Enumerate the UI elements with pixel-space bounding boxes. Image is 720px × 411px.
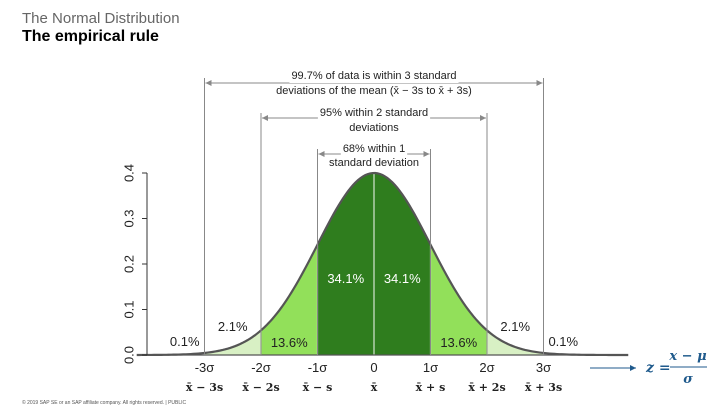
x-tick-sample-label: x̄ bbox=[371, 381, 378, 394]
region-percent-label: 13.6% bbox=[440, 335, 477, 350]
region-area-5 bbox=[487, 330, 544, 355]
z-formula-denominator: σ bbox=[683, 372, 693, 387]
x-tick-sigma-label: 0 bbox=[370, 360, 377, 375]
x-tick-sample-label: x̄ + 3s bbox=[525, 381, 562, 394]
region-area-2 bbox=[317, 173, 374, 355]
region-percent-label: 2.1% bbox=[218, 319, 248, 334]
interval-label-line2: deviations bbox=[349, 122, 399, 134]
y-tick-label: 0.4 bbox=[122, 164, 137, 182]
region-area-0 bbox=[204, 330, 261, 355]
x-tick-sigma-label: -3σ bbox=[195, 360, 215, 375]
x-tick-sample-label: x̄ − 3s bbox=[186, 381, 223, 394]
z-formula-lhs: z = bbox=[645, 360, 671, 376]
x-tick-sample-label: x̄ + s bbox=[416, 381, 446, 394]
page-subtitle: The Normal Distribution bbox=[22, 10, 180, 27]
interval-label-line2: deviations of the mean (x̄ − 3s to x̄ + … bbox=[276, 85, 472, 97]
right-tail-percent-label: 0.1% bbox=[548, 334, 578, 349]
interval-label-bg bbox=[340, 142, 408, 156]
left-tail-percent-label: 0.1% bbox=[170, 334, 200, 349]
x-tick-sigma-label: 1σ bbox=[423, 360, 438, 375]
y-tick-label: 0.2 bbox=[122, 255, 137, 273]
x-tick-sample-label: x̄ − s bbox=[303, 381, 333, 394]
x-tick-sigma-label: 2σ bbox=[479, 360, 494, 375]
density-curve bbox=[136, 171, 629, 357]
page-title: The empirical rule bbox=[22, 28, 159, 45]
interval-label-bg bbox=[317, 106, 431, 120]
x-tick-sample-label: x̄ + 2s bbox=[468, 381, 505, 394]
x-tick-sample-label: x̄ − 2s bbox=[242, 381, 279, 394]
x-tick-sigma-label: -2σ bbox=[251, 360, 271, 375]
region-percent-label: 34.1% bbox=[384, 271, 421, 286]
region-percent-label: 34.1% bbox=[327, 271, 364, 286]
y-tick-label: 0.0 bbox=[122, 346, 137, 364]
x-tick-sigma-label: -1σ bbox=[308, 360, 328, 375]
region-percent-label: 13.6% bbox=[271, 335, 308, 350]
region-percent-label: 2.1% bbox=[500, 319, 530, 334]
interval-label-line2: standard deviation bbox=[329, 157, 419, 169]
z-formula-numerator: x − μ bbox=[668, 349, 707, 364]
region-area-3 bbox=[374, 173, 431, 355]
copyright-footer: © 2019 SAP SE or an SAP affiliate compan… bbox=[22, 400, 187, 406]
interval-label-bg bbox=[289, 69, 459, 83]
x-tick-sigma-label: 3σ bbox=[536, 360, 551, 375]
y-tick-label: 0.1 bbox=[122, 300, 137, 318]
interval-label-line1: 95% within 2 standard bbox=[320, 107, 428, 119]
interval-label-line1: 68% within 1 bbox=[343, 143, 405, 155]
y-tick-label: 0.3 bbox=[122, 209, 137, 227]
interval-label-line1: 99.7% of data is within 3 standard bbox=[291, 70, 456, 82]
